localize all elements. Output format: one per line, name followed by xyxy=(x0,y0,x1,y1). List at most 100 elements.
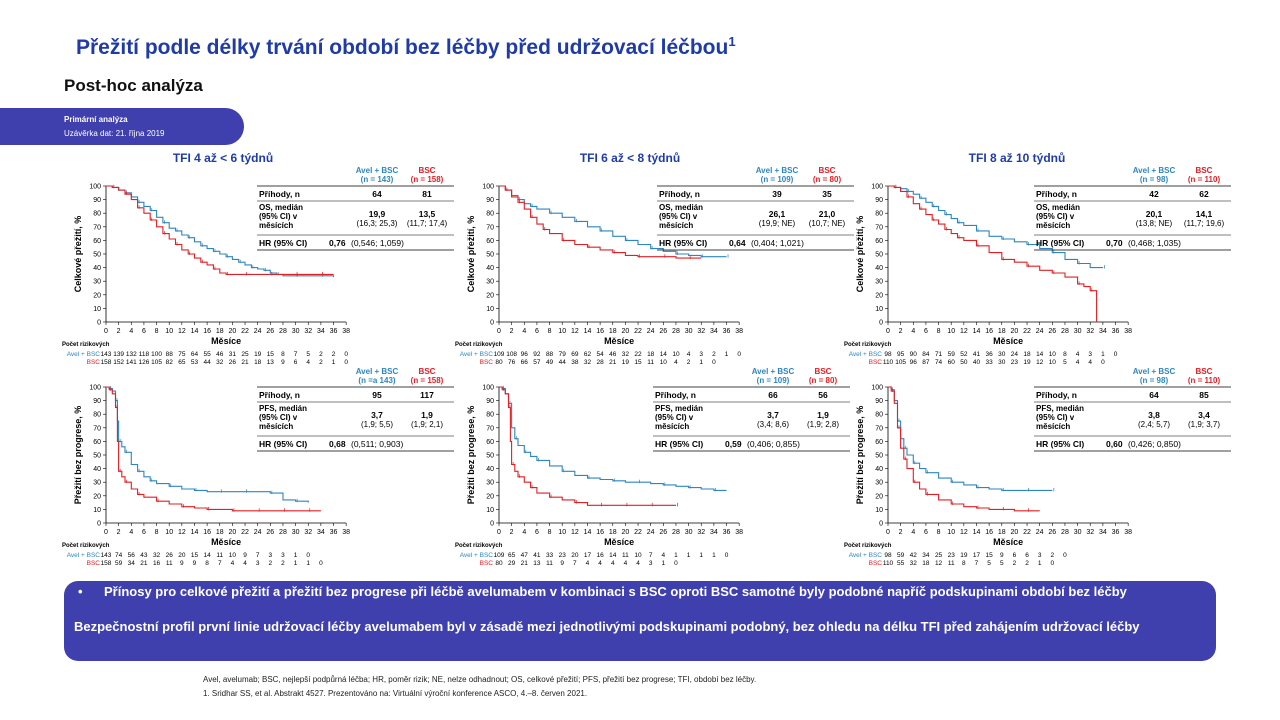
pfs-4-6-risk-bsc: 1 xyxy=(306,560,310,567)
pfs-6-8-x-tick-label: 30 xyxy=(685,529,693,536)
pfs-4-6-median-ci-bsc: (1,9; 2,1) xyxy=(411,420,443,429)
os-8-10-risk-avel: 14 xyxy=(1036,351,1044,358)
os-4-6-risk-avel: 0 xyxy=(344,351,348,358)
pfs-8-10-risk-avel: 6 xyxy=(1025,552,1029,559)
os-4-6-risk-bsc: 152 xyxy=(113,359,124,366)
pfs-4-6-x-tick-label: 0 xyxy=(104,529,108,536)
pfs-8-10-x-tick-label: 12 xyxy=(960,529,968,536)
os-6-8-y-tick-label: 60 xyxy=(486,238,494,245)
os-4-6-avel-n: (n = 143) xyxy=(361,175,394,184)
os-6-8-risk-bsc: 15 xyxy=(634,359,642,366)
os-4-6-x-tick-label: 18 xyxy=(216,328,224,335)
pfs-8-10-y-tick-label: 10 xyxy=(875,507,883,514)
pfs-8-10-median-label: (95% CI) v xyxy=(1036,413,1075,422)
os-8-10-risk-avel: 59 xyxy=(948,351,956,358)
os-4-6-risk-avel: 64 xyxy=(191,351,199,358)
os-4-6-y-tick-label: 80 xyxy=(93,211,101,218)
os-8-10-median-ci-avel: (13,8; NE) xyxy=(1136,219,1173,228)
os-8-10-hr-label: HR (95% CI) xyxy=(1036,238,1084,248)
pfs-4-6-events-label: Příhody, n xyxy=(259,390,300,400)
pfs-4-6-avel-n: (n =a 143) xyxy=(358,376,395,385)
os-8-10-y-tick-label: 50 xyxy=(875,252,883,259)
pfs-8-10-risk-avel: 6 xyxy=(1013,552,1017,559)
os-4-6-risk-bsc: 21 xyxy=(241,359,249,366)
os-6-8-events-label: Příhody, n xyxy=(659,189,700,199)
pfs-4-6-risk-avel: 15 xyxy=(191,552,199,559)
pfs-4-6-x-tick-label: 28 xyxy=(279,529,287,536)
pfs-6-8-x-tick-label: 14 xyxy=(584,529,592,536)
pfs-8-10-x-tick-label: 2 xyxy=(899,529,903,536)
os-8-10-risk-avel: 90 xyxy=(910,351,918,358)
os-4-6-x-tick-label: 16 xyxy=(203,328,211,335)
os-4-6-risk-bsc: 9 xyxy=(281,359,285,366)
pfs-6-8-median-label: (95% CI) v xyxy=(655,413,694,422)
os-4-6-x-tick-label: 12 xyxy=(178,328,186,335)
os-8-10-y-tick-label: 60 xyxy=(875,238,883,245)
pfs-8-10-median-bsc: 3,4 xyxy=(1198,410,1210,420)
os-4-6-y-label: Celkové přežití, % xyxy=(73,216,83,293)
os-8-10-median-bsc: 14,1 xyxy=(1196,209,1213,219)
os-8-10-x-tick-label: 26 xyxy=(1048,328,1056,335)
pfs-8-10-events-label: Příhody, n xyxy=(1036,390,1077,400)
os-4-6-x-tick-label: 10 xyxy=(165,328,173,335)
os-4-6-median-ci-avel: (16,3; 25,3) xyxy=(357,219,398,228)
os-6-8-hr-value: 0,64 xyxy=(729,238,746,248)
pfs-8-10-risk-avel: 3 xyxy=(1038,552,1042,559)
os-6-8-hr-label: HR (95% CI) xyxy=(659,238,707,248)
pfs-8-10-avel-header: Avel + BSC xyxy=(1133,367,1176,376)
pfs-6-8-y-tick-label: 90 xyxy=(486,398,494,405)
pfs-6-8-risk-avel: 7 xyxy=(649,552,653,559)
os-4-6-y-tick-label: 10 xyxy=(93,306,101,313)
os-8-10-median-label: (95% CI) v xyxy=(1036,212,1075,221)
pfs-8-10-x-tick-label: 0 xyxy=(886,529,890,536)
pfs-4-6-risk-avel: 3 xyxy=(281,552,285,559)
pfs-8-10-hr-ci: (0,426; 0,850) xyxy=(1128,439,1181,449)
os-8-10-y-tick-label: 0 xyxy=(879,320,883,327)
os-8-10-risk-avel: 30 xyxy=(998,351,1006,358)
pfs-8-10-x-tick-label: 10 xyxy=(947,529,955,536)
pfs-8-10-x-tick-label: 36 xyxy=(1112,529,1120,536)
os-4-6-risk-avel: 132 xyxy=(126,351,137,358)
os-4-6-y-tick-label: 100 xyxy=(89,184,101,191)
os-4-6-risk-bsc: 13 xyxy=(267,359,275,366)
os-6-8-risk-bsc: 57 xyxy=(533,359,541,366)
os-8-10-events-avel: 42 xyxy=(1149,189,1159,199)
os-6-8-risk-avel: 22 xyxy=(634,351,642,358)
pfs-6-8-y-tick-label: 20 xyxy=(486,493,494,500)
pfs-4-6-x-tick-label: 18 xyxy=(216,529,224,536)
pfs-4-6-y-tick-label: 30 xyxy=(93,480,101,487)
os-8-10-risk-avel: 18 xyxy=(1023,351,1031,358)
pfs-8-10-risk-bsc: 2 xyxy=(1025,560,1029,567)
os-8-10-risk-avel: 98 xyxy=(884,351,892,358)
pfs-4-6-x-tick-label: 6 xyxy=(142,529,146,536)
os-8-10-risk-label-avel: Avel + BSC xyxy=(849,351,883,358)
pfs-6-8-events-label: Příhody, n xyxy=(655,390,696,400)
os-4-6-bsc-header: BSC xyxy=(419,166,436,175)
os-8-10-x-tick-label: 22 xyxy=(1023,328,1031,335)
os-6-8-x-tick-label: 38 xyxy=(735,328,743,335)
conclusion-bullet-1: • Přínosy pro celkové přežití a přežití … xyxy=(78,584,1127,599)
pfs-8-10-x-tick-label: 38 xyxy=(1124,529,1132,536)
os-4-6-risk-bsc: 141 xyxy=(126,359,137,366)
os-8-10-risk-bsc: 50 xyxy=(960,359,968,366)
pfs-8-10-risk-avel: 25 xyxy=(935,552,943,559)
os-4-6-risk-bsc: 4 xyxy=(306,359,310,366)
os-6-8-bsc-n: (n = 80) xyxy=(813,175,842,184)
pfs-6-8-risk-avel: 16 xyxy=(597,552,605,559)
os-8-10-risk-avel: 4 xyxy=(1076,351,1080,358)
os-8-10-risk-bsc: 0 xyxy=(1101,359,1105,366)
os-4-6-risk-bsc: 65 xyxy=(178,359,186,366)
pfs-8-10-risk-bsc: 1 xyxy=(1038,560,1042,567)
pfs-6-8-x-tick-label: 28 xyxy=(672,529,680,536)
pfs-8-10-median-avel: 3,8 xyxy=(1148,410,1160,420)
pfs-8-10-risk-avel: 15 xyxy=(986,552,994,559)
pfs-6-8-risk-avel: 4 xyxy=(662,552,666,559)
pfs-6-8-x-tick-label: 34 xyxy=(710,529,718,536)
os-8-10-x-tick-label: 14 xyxy=(973,328,981,335)
os-4-6-hr-ci: (0,546; 1,059) xyxy=(351,238,404,248)
footnote-reference: 1. Sridhar SS, et al. Abstrakt 4527. Pre… xyxy=(203,689,588,698)
os-6-8-risk-avel: 2 xyxy=(712,351,716,358)
os-6-8-risk-bsc: 80 xyxy=(495,359,503,366)
os-6-8-y-tick-label: 80 xyxy=(486,211,494,218)
pfs-8-10-y-tick-label: 80 xyxy=(875,412,883,419)
